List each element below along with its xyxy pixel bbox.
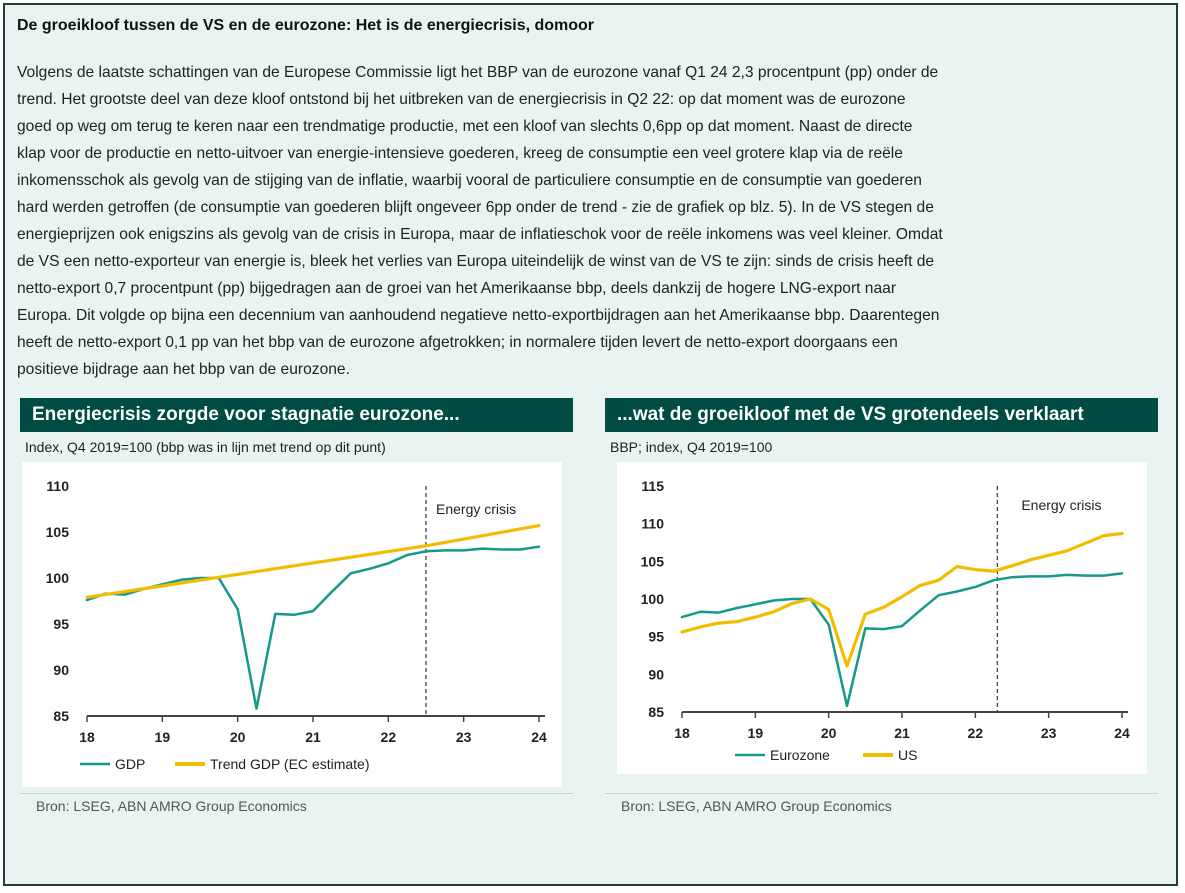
x-tick-label: 23 [1041, 725, 1057, 741]
series-line-teal [680, 572, 1124, 708]
x-tick-label: 21 [305, 729, 321, 745]
y-tick-label: 95 [648, 629, 664, 645]
right-chart: 85 90 95 100 105 110 115 18 19 20 21 22 23 24 Energy c… [617, 462, 1147, 774]
legend-label: Trend GDP (EC estimate) [210, 756, 370, 772]
y-tick-label: 115 [641, 478, 664, 494]
x-tick-label: 22 [968, 725, 984, 741]
y-tick-label: 85 [648, 704, 664, 720]
right-chart-svg: 85 90 95 100 105 110 115 18 19 20 21 22 23 24 Energy c… [641, 478, 1130, 763]
body-line: heeft de netto-export 0,1 pp van het bbp… [17, 334, 898, 351]
x-tick-label: 18 [674, 725, 690, 741]
y-tick-label: 95 [53, 616, 69, 632]
energy-crisis-label: Energy crisis [1021, 497, 1101, 513]
body-line: goed op weg om terug te keren naar een t… [17, 118, 913, 135]
legend-label: GDP [115, 756, 145, 772]
left-chart-title: Energiecrisis zorgde voor stagnatie euro… [20, 398, 573, 432]
body-line: energieprijzen ook enigszins als gevolg … [17, 226, 943, 243]
left-source: Bron: LSEG, ABN AMRO Group Economics [36, 798, 307, 814]
body-text: Volgens de laatste schattingen van de Eu… [17, 59, 1157, 383]
x-tick-label: 20 [821, 725, 837, 741]
y-tick-label: 90 [648, 666, 664, 682]
body-line: hard werden getroffen (de consumptie van… [17, 199, 934, 216]
body-line: Volgens de laatste schattingen van de Eu… [17, 64, 939, 81]
body-line: positieve bijdrage aan het bbp van de eu… [17, 361, 350, 378]
x-tick-label: 21 [894, 725, 910, 741]
body-line: klap voor de productie en netto-uitvoer … [17, 145, 903, 162]
right-chart-title: ...wat de groeikloof met de VS grotendee… [605, 398, 1158, 432]
body-line: netto-export 0,7 procentpunt (pp) bijged… [17, 280, 897, 297]
energy-crisis-label: Energy crisis [436, 501, 516, 517]
y-tick-label: 100 [641, 591, 665, 607]
y-tick-label: 110 [641, 516, 664, 532]
right-source-divider [605, 793, 1158, 794]
left-source-divider [20, 793, 573, 794]
y-tick-label: 110 [46, 478, 69, 494]
x-tick-label: 19 [748, 725, 764, 741]
y-tick-label: 105 [46, 524, 70, 540]
series-line-gold [85, 523, 541, 599]
legend-label: US [898, 747, 917, 763]
x-tick-label: 23 [456, 729, 472, 745]
body-line: de VS een netto-exporteur van energie is… [17, 253, 935, 270]
left-chart-svg: 85 90 95 100 105 110 18 19 20 21 22 23 24 Energy cris… [46, 478, 547, 772]
y-tick-label: 100 [46, 570, 70, 586]
headline: De groeikloof tussen de VS en de eurozon… [17, 17, 595, 34]
x-tick-label: 19 [155, 729, 171, 745]
y-tick-label: 90 [53, 662, 69, 678]
left-chart: 85 90 95 100 105 110 18 19 20 21 22 23 24 Energy cris… [22, 462, 562, 787]
body-line: inkomensschok als gevolg van de stijging… [17, 172, 922, 189]
series-line-teal [85, 545, 541, 710]
y-tick-label: 85 [53, 708, 69, 724]
x-tick-label: 18 [79, 729, 95, 745]
y-tick-label: 105 [641, 553, 665, 569]
body-line: Europa. Dit volgde op bijna een decenniu… [17, 307, 940, 324]
x-tick-label: 24 [531, 729, 547, 745]
series-line-gold [680, 531, 1124, 668]
right-source: Bron: LSEG, ABN AMRO Group Economics [621, 798, 892, 814]
x-tick-label: 24 [1114, 725, 1130, 741]
left-chart-subtitle: Index, Q4 2019=100 (bbp was in lijn met … [25, 439, 386, 455]
right-chart-subtitle: BBP; index, Q4 2019=100 [610, 439, 773, 455]
legend-label: Eurozone [770, 747, 830, 763]
x-tick-label: 20 [230, 729, 246, 745]
body-line: trend. Het grootste deel van deze kloof … [17, 91, 906, 108]
x-tick-label: 22 [381, 729, 397, 745]
